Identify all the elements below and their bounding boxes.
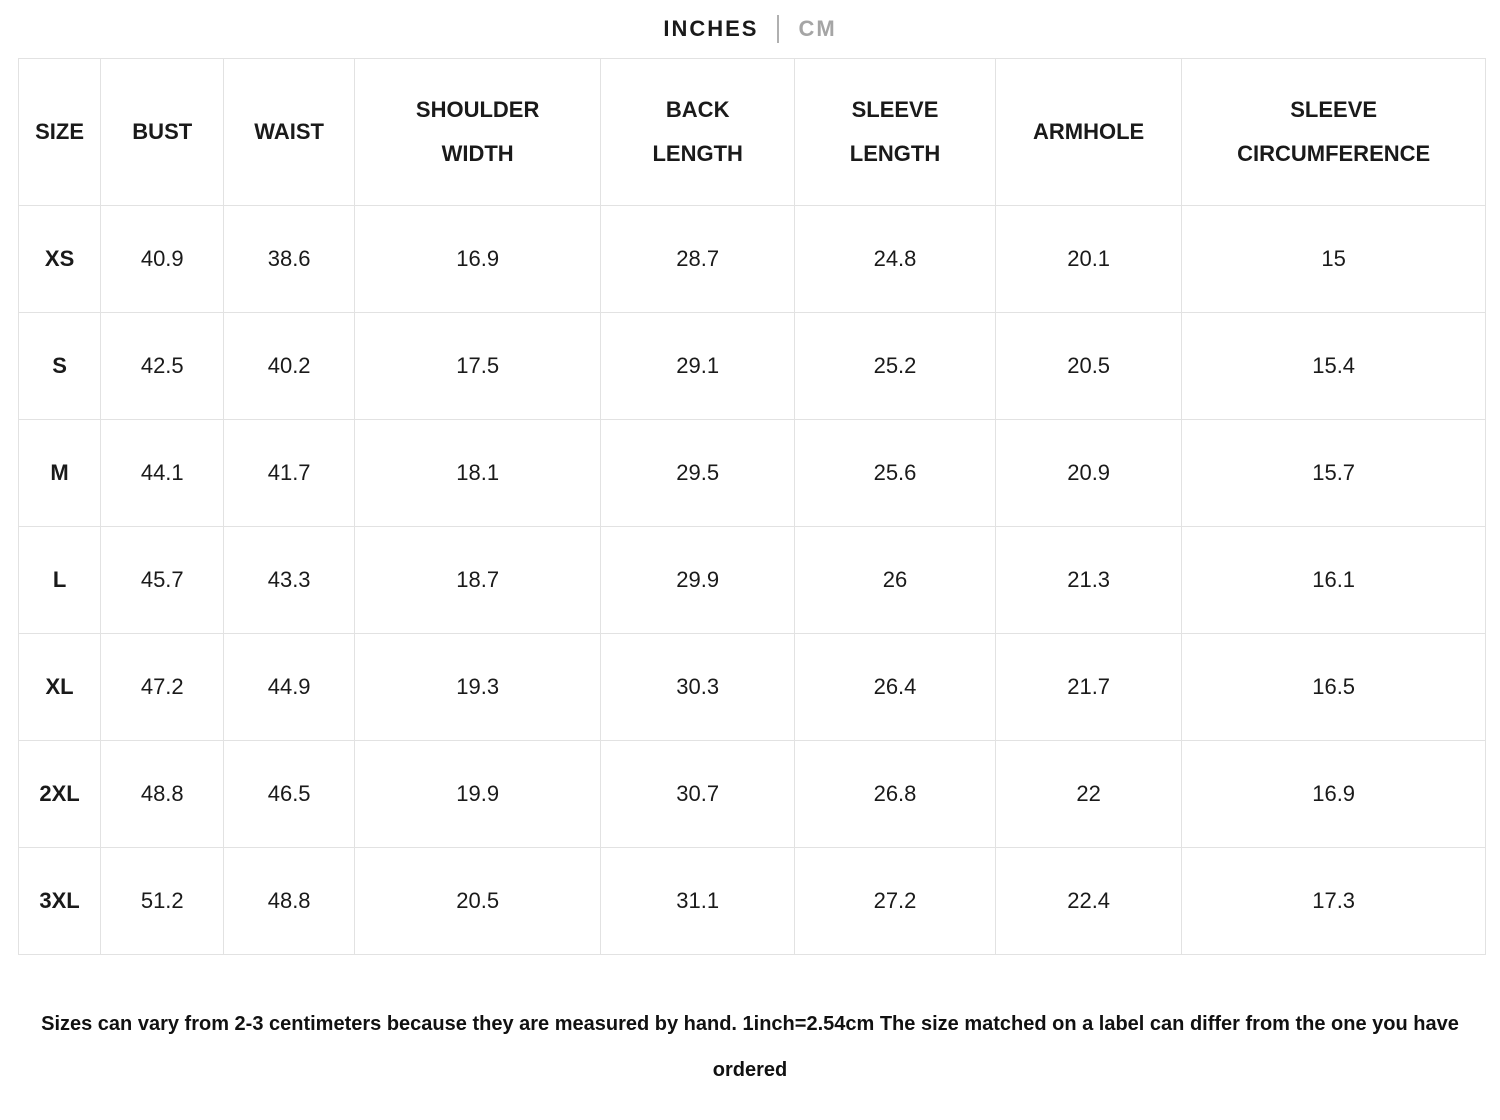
cell-value: 30.3 [600,633,796,741]
cell-value: 40.2 [223,312,355,420]
cell-value: 27.2 [794,847,996,955]
cell-value: 26.4 [794,633,996,741]
cell-value: 20.5 [353,847,602,955]
cell-value: 16.5 [1181,633,1486,741]
cell-value: 44.1 [100,419,225,527]
size-label: S [17,312,102,420]
table-row-xl: XL 47.2 44.9 19.3 30.3 26.4 21.7 16.5 [17,633,1486,741]
cell-value: 16.9 [353,205,602,313]
column-header-waist: WAIST [223,58,355,206]
cell-value: 43.3 [223,526,355,634]
cell-value: 20.1 [994,205,1183,313]
cell-value: 25.6 [794,419,996,527]
table-row-xs: XS 40.9 38.6 16.9 28.7 24.8 20.1 15 [17,205,1486,313]
cell-value: 15.4 [1181,312,1486,420]
cell-value: 40.9 [100,205,225,313]
size-label: L [17,526,102,634]
size-chart-table: SIZE BUST WAIST SHOULDER WIDTH BACK LENG… [17,58,1486,955]
unit-toggle-divider [777,15,780,43]
cell-value: 51.2 [100,847,225,955]
cell-value: 38.6 [223,205,355,313]
cell-value: 24.8 [794,205,996,313]
cell-value: 45.7 [100,526,225,634]
cell-value: 29.5 [600,419,796,527]
cell-value: 19.9 [353,740,602,848]
cell-value: 20.5 [994,312,1183,420]
header-row: SIZE BUST WAIST SHOULDER WIDTH BACK LENG… [17,58,1486,206]
cell-value: 47.2 [100,633,225,741]
cell-value: 22.4 [994,847,1183,955]
cell-value: 15 [1181,205,1486,313]
size-label: XS [17,205,102,313]
table-row-3xl: 3XL 51.2 48.8 20.5 31.1 27.2 22.4 17.3 [17,847,1486,955]
cell-value: 15.7 [1181,419,1486,527]
table-row-2xl: 2XL 48.8 46.5 19.9 30.7 26.8 22 16.9 [17,740,1486,848]
cell-value: 21.3 [994,526,1183,634]
cell-value: 48.8 [223,847,355,955]
cell-value: 18.1 [353,419,602,527]
table-row-s: S 42.5 40.2 17.5 29.1 25.2 20.5 15.4 [17,312,1486,420]
size-label: M [17,419,102,527]
cell-value: 19.3 [353,633,602,741]
cell-value: 25.2 [794,312,996,420]
column-header-size: SIZE [17,58,102,206]
cell-value: 48.8 [100,740,225,848]
size-label: XL [17,633,102,741]
unit-inches-button[interactable]: INCHES [663,16,759,41]
cell-value: 28.7 [600,205,796,313]
measurement-disclaimer: Sizes can vary from 2-3 centimeters beca… [41,1013,1459,1081]
cell-value: 16.9 [1181,740,1486,848]
unit-toggle: INCHES CM [0,0,1500,58]
cell-value: 31.1 [600,847,796,955]
cell-value: 44.9 [223,633,355,741]
cell-value: 46.5 [223,740,355,848]
table-row-m: M 44.1 41.7 18.1 29.5 25.6 20.9 15.7 [17,419,1486,527]
size-label: 2XL [17,740,102,848]
cell-value: 17.3 [1181,847,1486,955]
cell-value: 41.7 [223,419,355,527]
cell-value: 22 [994,740,1183,848]
column-header-sleeve-circumference: SLEEVE CIRCUMFERENCE [1181,58,1486,206]
cell-value: 29.9 [600,526,796,634]
cell-value: 26.8 [794,740,996,848]
cell-value: 18.7 [353,526,602,634]
cell-value: 42.5 [100,312,225,420]
cell-value: 17.5 [353,312,602,420]
column-header-armhole: ARMHOLE [994,58,1183,206]
cell-value: 30.7 [600,740,796,848]
table-row-l: L 45.7 43.3 18.7 29.9 26 21.3 16.1 [17,526,1486,634]
cell-value: 16.1 [1181,526,1486,634]
column-header-sleeve-length: SLEEVE LENGTH [794,58,996,206]
cell-value: 20.9 [994,419,1183,527]
cell-value: 29.1 [600,312,796,420]
size-label: 3XL [17,847,102,955]
cell-value: 21.7 [994,633,1183,741]
unit-cm-button[interactable]: CM [798,16,837,41]
column-header-shoulder-width: SHOULDER WIDTH [353,58,602,206]
cell-value: 26 [794,526,996,634]
column-header-back-length: BACK LENGTH [600,58,796,206]
column-header-bust: BUST [100,58,225,206]
